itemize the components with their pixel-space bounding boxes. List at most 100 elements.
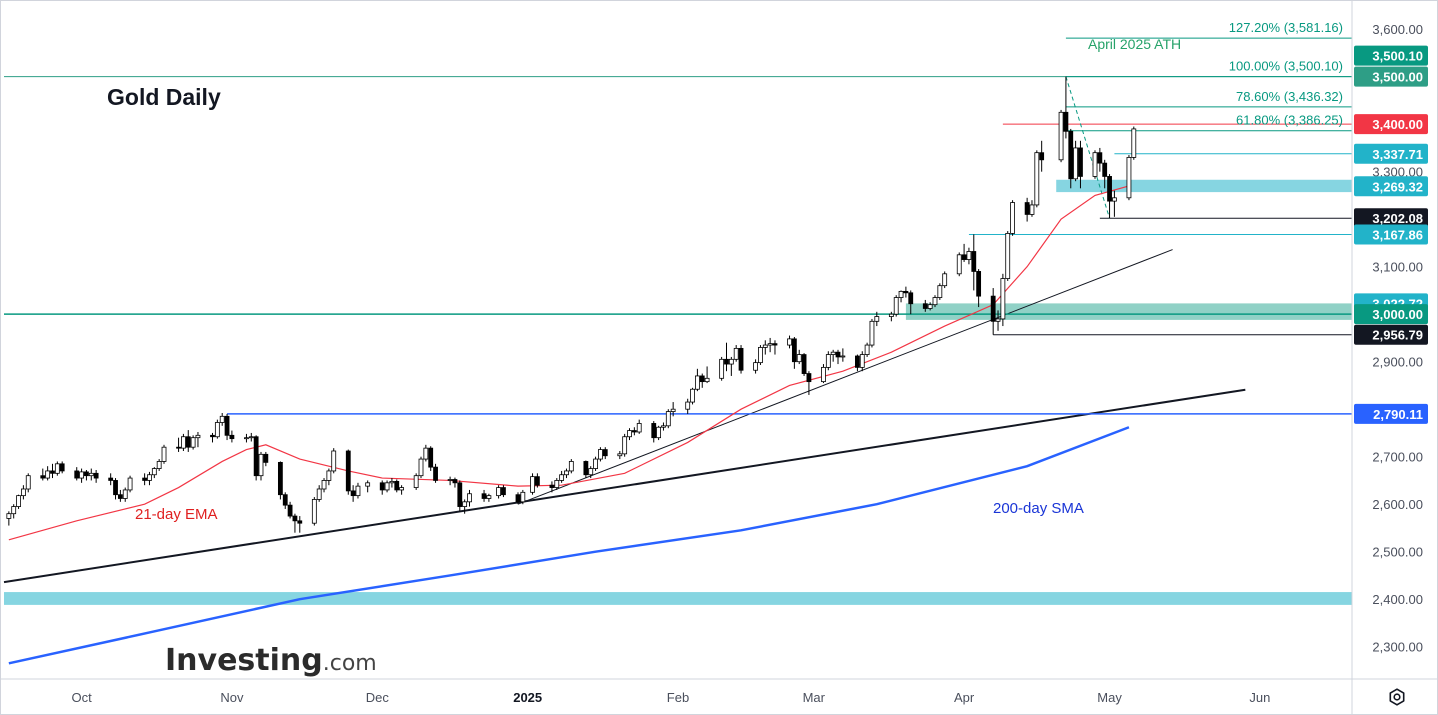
candle-body xyxy=(520,491,526,503)
candle-body xyxy=(719,358,725,379)
candle-body xyxy=(898,290,904,298)
candle-body xyxy=(656,426,662,439)
candle-body xyxy=(6,513,12,519)
candle-body xyxy=(181,436,186,449)
x-tick-label: Oct xyxy=(71,690,92,705)
candle-body xyxy=(869,320,875,346)
candle-body xyxy=(636,423,642,433)
price-label-8: 3,000.00 xyxy=(1354,304,1428,325)
watermark-brand: Investing xyxy=(165,643,323,678)
candle-body xyxy=(733,347,739,360)
candle-body xyxy=(767,343,773,346)
candle-body xyxy=(627,430,632,438)
zone-1 xyxy=(905,303,1352,320)
candle-body xyxy=(496,487,501,497)
candle-body xyxy=(93,472,99,479)
x-tick-label: Nov xyxy=(220,690,244,705)
candle-body xyxy=(1024,202,1030,215)
candle-body xyxy=(617,453,623,457)
candle-body xyxy=(297,520,303,524)
candle-body xyxy=(990,295,996,322)
candle-body xyxy=(79,471,84,479)
candle-body xyxy=(418,458,424,477)
fib-label-1: 100.00% (3,500.10) xyxy=(1229,59,1343,74)
candle-body xyxy=(549,484,555,488)
candle-body xyxy=(311,499,317,524)
price-label-box xyxy=(1354,324,1428,345)
candle-body xyxy=(1078,147,1083,177)
candle-body xyxy=(651,423,657,439)
y-tick-label: 2,900.00 xyxy=(1372,355,1423,370)
candle-body xyxy=(801,354,807,374)
candle-body xyxy=(219,415,225,423)
zone-0 xyxy=(1056,179,1352,193)
settings-button[interactable] xyxy=(1384,684,1410,710)
candle-body xyxy=(1010,202,1015,234)
fib-label-2: 78.60% (3,436.32) xyxy=(1236,89,1343,104)
candle-body xyxy=(806,373,812,383)
candle-body xyxy=(859,354,865,368)
candle-body xyxy=(874,316,880,322)
candle-body xyxy=(161,446,167,462)
candle-body xyxy=(345,450,351,492)
candle-body xyxy=(244,437,249,440)
candle-body xyxy=(122,489,128,499)
price-label-text: 3,337.71 xyxy=(1372,147,1423,162)
candle-body xyxy=(292,515,298,522)
candle-body xyxy=(195,434,201,439)
price-label-text: 2,956.79 xyxy=(1372,328,1423,343)
candle-body xyxy=(559,474,565,481)
price-label-text: 3,500.00 xyxy=(1372,70,1423,85)
candle-body xyxy=(685,401,691,410)
candle-body xyxy=(316,488,322,500)
candle-body xyxy=(399,487,405,491)
price-label-0: 3,500.10 xyxy=(1354,45,1428,66)
candle-body xyxy=(966,251,972,260)
x-tick-label: Feb xyxy=(667,690,689,705)
price-label-text: 3,500.10 xyxy=(1372,49,1423,64)
price-label-9: 2,956.79 xyxy=(1354,324,1428,345)
candle-body xyxy=(772,343,778,346)
price-label-box xyxy=(1354,66,1428,87)
price-label-box xyxy=(1354,403,1428,424)
candle-body xyxy=(971,251,977,272)
candle-body xyxy=(16,495,21,507)
candle-body xyxy=(956,254,962,275)
candle-body xyxy=(224,415,230,436)
candle-body xyxy=(428,447,434,468)
candle-body xyxy=(40,475,46,479)
candle-body xyxy=(54,463,60,474)
candle-body xyxy=(1000,278,1006,320)
sma-annotation: 200-day SMA xyxy=(993,500,1084,517)
candle-body xyxy=(1068,130,1074,180)
fib-label-0: 127.20% (3,581.16) xyxy=(1229,20,1343,35)
candle-body xyxy=(176,446,181,449)
candle-body xyxy=(534,476,540,486)
candle-body xyxy=(190,437,196,448)
candle-body xyxy=(59,463,65,472)
candle-body xyxy=(210,434,215,438)
candle-body xyxy=(1063,111,1069,132)
candle-body xyxy=(84,471,89,477)
candle-body xyxy=(88,472,94,477)
ath-annotation: April 2025 ATH xyxy=(1088,36,1181,52)
candle-body xyxy=(447,479,453,481)
candle-body xyxy=(379,482,385,491)
x-tick-label: Dec xyxy=(366,690,390,705)
price-label-2: 3,400.00 xyxy=(1354,114,1428,135)
watermark-suffix: .com xyxy=(323,651,377,676)
x-tick-label: Apr xyxy=(954,690,975,705)
price-label-text: 3,202.08 xyxy=(1372,211,1423,226)
candle-body xyxy=(117,494,123,499)
candle-body xyxy=(864,344,870,355)
candle-body xyxy=(282,494,288,506)
candle-body xyxy=(937,285,943,298)
candle-body xyxy=(791,338,797,363)
candle-body xyxy=(821,366,826,383)
fib-swing-line xyxy=(1065,76,1111,219)
price-label-text: 3,400.00 xyxy=(1372,117,1423,132)
price-label-box xyxy=(1354,45,1428,66)
candle-body xyxy=(350,490,356,497)
price-label-box xyxy=(1354,224,1428,245)
